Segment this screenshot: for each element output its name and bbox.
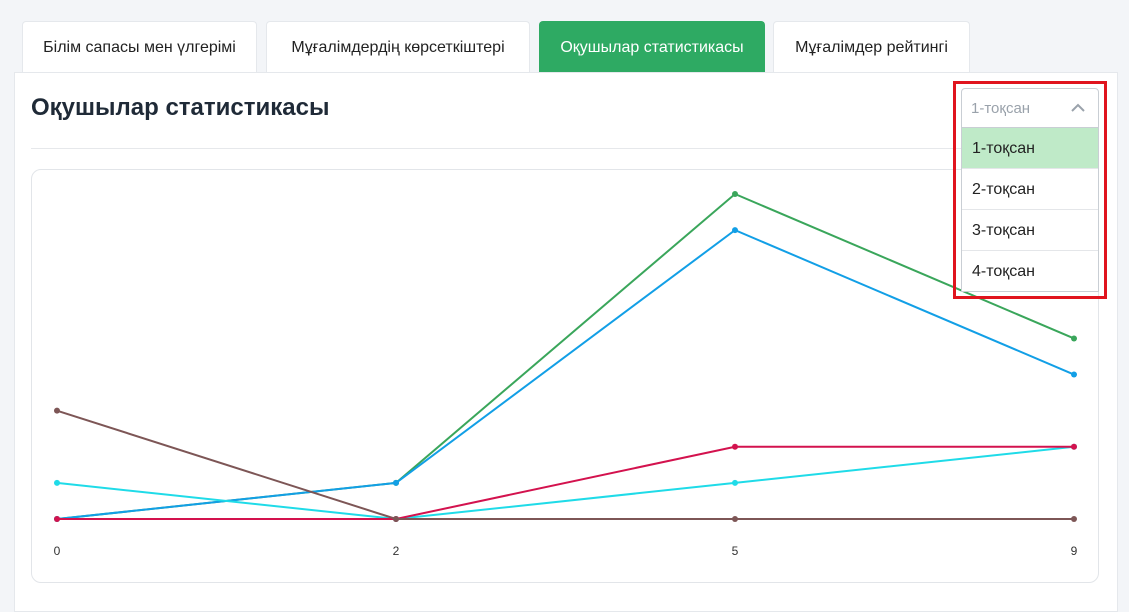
x-tick-label: 9: [1071, 544, 1078, 558]
quarter-option-3[interactable]: 3-тоқсан: [962, 210, 1098, 251]
tab-teacher-indicators[interactable]: Мұғалімдердің көрсеткіштері: [266, 21, 530, 72]
tab-teacher-rating[interactable]: Мұғалімдер рейтингі: [773, 21, 970, 72]
series-line-4: [57, 445, 1074, 520]
tab-student-statistics[interactable]: Оқушылар статистикасы: [539, 21, 765, 72]
chart-container: 0 2 5 9: [31, 169, 1099, 583]
quarter-select-value: 1-тоқсан: [971, 100, 1031, 117]
quarter-option-4[interactable]: 4-тоқсан: [972, 263, 1036, 280]
series-line-3: [56, 445, 1075, 521]
data-point-s2-9[interactable]: [1071, 371, 1077, 378]
x-tick-label: 2: [393, 544, 400, 558]
data-point-s5-5[interactable]: [732, 516, 738, 522]
quarter-dropdown-menu: 1-тоқсан 2-тоқсан 3-тоқсан 4-тоқсан: [961, 127, 1099, 292]
title-divider: [31, 148, 1099, 149]
quarter-option-2[interactable]: 2-тоқсан: [962, 169, 1098, 210]
x-tick-label: 0: [54, 544, 61, 558]
data-point-s5-0[interactable]: [54, 407, 60, 414]
data-point-s1-9[interactable]: [1071, 335, 1077, 342]
data-point-s2-2[interactable]: [393, 479, 399, 486]
data-point-s3-0[interactable]: [54, 479, 60, 486]
data-point-s4-9[interactable]: [1071, 443, 1077, 450]
line-chart: 0 2 5 9: [54, 191, 1078, 558]
data-point-s4-5[interactable]: [732, 443, 738, 450]
data-point-s4-0[interactable]: [54, 516, 60, 522]
x-tick-label: 5: [732, 544, 739, 558]
data-point-s5-9[interactable]: [1071, 516, 1077, 522]
dropdown-highlight-frame: [953, 81, 1107, 299]
series-line-5: [56, 409, 1074, 520]
data-point-s1-5[interactable]: [732, 191, 738, 197]
quarter-option-1[interactable]: 1-тоқсан: [962, 128, 1098, 169]
page-title: Оқушылар статистикасы: [31, 94, 330, 121]
data-point-s3-5[interactable]: [732, 479, 738, 486]
tab-quality[interactable]: Білім сапасы мен үлгерімі: [22, 21, 257, 72]
data-point-s5-2[interactable]: [393, 516, 399, 522]
chevron-up-icon: [1071, 103, 1085, 112]
data-point-s2-5[interactable]: [732, 227, 738, 234]
